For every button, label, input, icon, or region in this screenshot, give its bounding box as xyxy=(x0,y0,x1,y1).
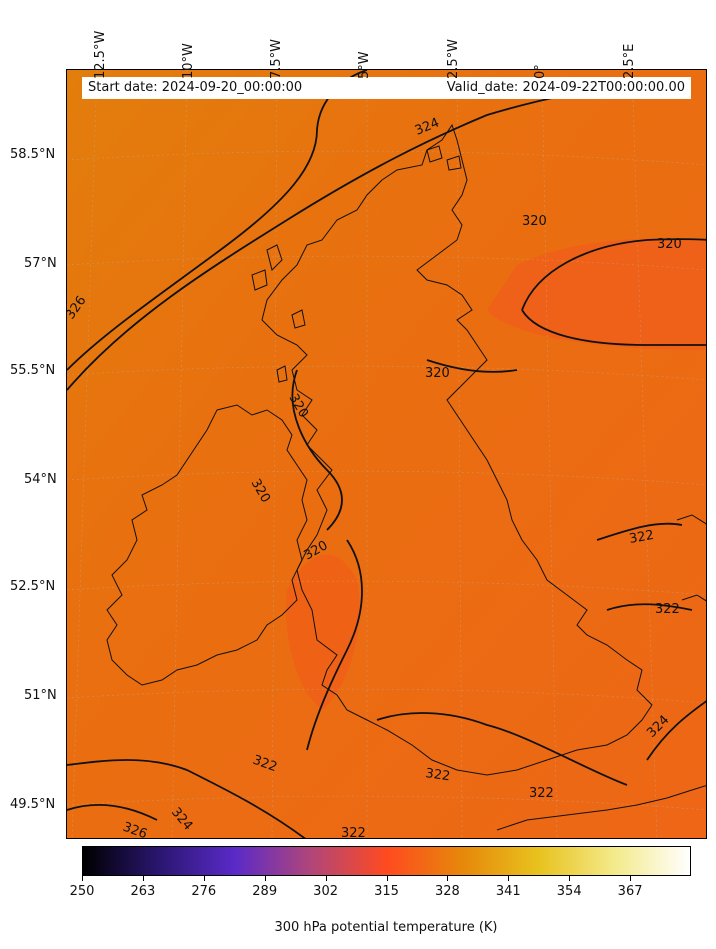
contour-324-north xyxy=(67,84,628,391)
colorbar-tick-mark xyxy=(569,876,571,881)
warm-region-irish-sea xyxy=(286,554,360,710)
colorbar-tick-label: 289 xyxy=(252,884,278,899)
colorbar-tick-mark xyxy=(447,876,449,881)
latitude-label: 51°N xyxy=(24,688,57,703)
valid-date-label: Valid_date: 2024-09-22T00:00:00.00 xyxy=(446,80,685,95)
france-coast xyxy=(496,785,706,831)
latitude-label: 49.5°N xyxy=(10,797,56,812)
latitude-label: 57°N xyxy=(24,256,57,271)
longitude-label: 2.5°E xyxy=(622,43,637,79)
colorbar-tick-mark xyxy=(325,876,327,881)
contour-label: 320 xyxy=(522,214,547,229)
colorbar xyxy=(82,846,691,876)
longitude-label: 7.5°W xyxy=(269,38,284,79)
contour-320-scotland xyxy=(291,369,343,531)
contour-322-south xyxy=(67,759,306,838)
contour-320-wales xyxy=(306,539,363,751)
contour-326-sw xyxy=(67,803,158,821)
contour-label: 322 xyxy=(341,826,366,839)
map-panel: 326 324 320 320 320 320 320 320 322 322 … xyxy=(66,69,707,839)
warm-region-north-sea xyxy=(487,238,706,350)
colorbar-tick-label: 302 xyxy=(313,884,339,899)
colorbar-tick-label: 263 xyxy=(130,884,156,899)
latitude-label: 52.5°N xyxy=(10,579,56,594)
contour-label: 320 xyxy=(425,366,450,381)
colorbar-title: 300 hPa potential temperature (K) xyxy=(274,920,498,935)
longitude-label: 10°W xyxy=(181,43,196,79)
colorbar-tick-mark xyxy=(630,876,632,881)
colorbar-tick-mark xyxy=(264,876,266,881)
latitude-label: 58.5°N xyxy=(10,147,56,162)
ireland-coast xyxy=(106,404,308,686)
longitude-label: 2.5°W xyxy=(446,38,461,79)
latitude-label: 54°N xyxy=(24,472,57,487)
colorbar-tick-label: 367 xyxy=(617,884,643,899)
contour-label: 322 xyxy=(655,602,680,617)
contour-label: 322 xyxy=(529,786,554,801)
colorbar-tick-mark xyxy=(203,876,205,881)
latitude-label: 55.5°N xyxy=(10,363,56,378)
colorbar-tick-label: 315 xyxy=(374,884,399,899)
longitude-label: 0° xyxy=(533,64,548,79)
contour-326-north xyxy=(67,70,368,371)
start-date-label: Start date: 2024-09-20_00:00:00 xyxy=(88,80,303,95)
hebrides-islands xyxy=(251,244,306,383)
colorbar-tick-label: 328 xyxy=(434,884,460,899)
colorbar-tick-mark xyxy=(82,876,83,881)
colorbar-tick-label: 354 xyxy=(556,884,582,899)
map-canvas: 326 324 320 320 320 320 320 320 322 322 … xyxy=(67,70,706,839)
contour-324-se xyxy=(646,700,706,761)
temperature-field xyxy=(67,70,706,838)
longitude-label: 5°W xyxy=(357,51,372,79)
contour-320-mid xyxy=(426,359,518,373)
orkney-islands xyxy=(426,145,462,171)
colorbar-tick-label: 276 xyxy=(191,884,217,899)
coastlines xyxy=(106,123,706,831)
colorbar-tick-label: 341 xyxy=(495,884,521,899)
graticule xyxy=(67,70,706,838)
continent-coast xyxy=(676,514,706,602)
colorbar-tick-mark xyxy=(386,876,388,881)
colorbar-tick-label: 250 xyxy=(69,884,95,899)
date-header: Start date: 2024-09-20_00:00:00 Valid_da… xyxy=(82,77,691,99)
contour-label: 322 xyxy=(628,528,655,547)
contour-320-ne xyxy=(521,238,706,346)
contours xyxy=(67,70,706,838)
contour-label: 320 xyxy=(657,237,682,252)
colorbar-tick-mark xyxy=(508,876,510,881)
contour-label: 322 xyxy=(424,766,451,784)
contour-322-channel xyxy=(376,712,628,786)
colorbar-tick-mark xyxy=(142,876,144,881)
great-britain-coast xyxy=(261,123,653,776)
contour-322-east xyxy=(596,522,693,611)
longitude-label: 12.5°W xyxy=(93,30,108,79)
